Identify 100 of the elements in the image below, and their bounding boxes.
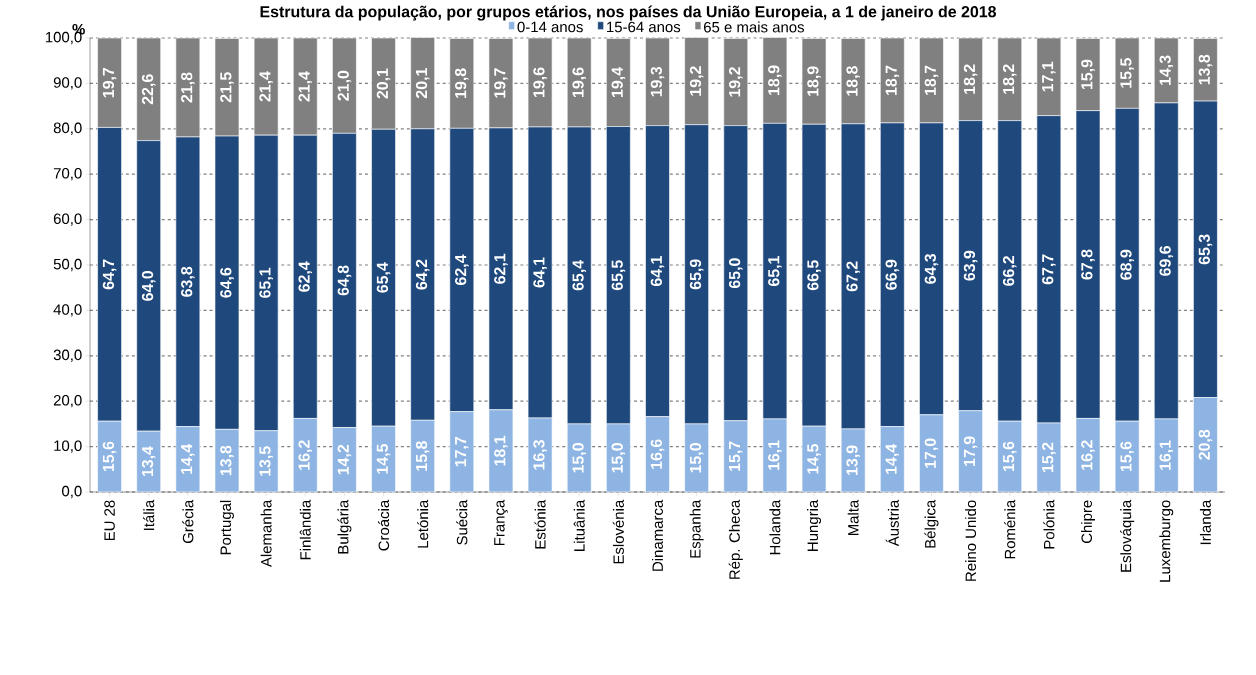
data-label: 13,9 (846, 445, 860, 475)
data-label: 63,9 (963, 250, 978, 281)
data-label: 13,8 (1198, 54, 1213, 85)
data-label: 20,8 (1198, 429, 1213, 460)
data-label: 66,2 (1002, 256, 1017, 286)
data-label: 19,7 (494, 68, 508, 98)
x-tick-label: EU 28 (104, 500, 115, 541)
y-tick-label: 60,0 (53, 213, 82, 226)
data-label: 15,6 (1002, 441, 1017, 472)
data-label: 15,6 (1120, 441, 1134, 472)
data-label: 66,5 (807, 260, 821, 291)
data-label: 65,3 (1198, 234, 1213, 265)
data-label: 15,0 (572, 443, 587, 473)
data-label: 18,2 (1002, 64, 1017, 94)
data-label: 21,0 (337, 70, 352, 101)
data-label: 18,7 (924, 65, 939, 95)
y-tick-label: 10,0 (54, 440, 82, 453)
x-tick-label: Bulgária (337, 499, 352, 554)
x-tick-label: Áustria (885, 499, 899, 547)
x-tick-label: Finlândia (299, 499, 311, 560)
data-label: 17,7 (455, 437, 469, 467)
x-tick-label: Polónia (1043, 499, 1055, 549)
data-label: 15,5 (1120, 58, 1134, 88)
legend-label: 0-14 anos (517, 21, 583, 33)
y-tick-label: 90,0 (53, 77, 82, 90)
x-tick-label: Letónia (417, 499, 429, 548)
data-label: 65,0 (728, 258, 743, 289)
data-label: 15,0 (689, 443, 704, 473)
data-label: 14,4 (181, 443, 195, 474)
data-label: 16,1 (1159, 440, 1174, 470)
x-tick-label: Estónia (534, 499, 546, 549)
x-tick-label: Croácia (377, 499, 390, 551)
data-label: 21,5 (220, 72, 234, 103)
data-label: 19,3 (650, 66, 665, 97)
data-label: 14,5 (807, 444, 821, 474)
y-tick-label: 70,0 (53, 168, 82, 181)
data-label: 13,4 (141, 446, 156, 477)
y-tick-label: 40,0 (53, 304, 82, 317)
x-tick-label: Irlanda (1199, 499, 1211, 545)
data-label: 15,0 (611, 443, 626, 473)
data-label: 19,6 (572, 67, 587, 97)
data-label: 65,1 (768, 256, 782, 287)
x-tick-label: Alemanha (260, 499, 272, 568)
data-label: 21,4 (259, 71, 273, 102)
data-label: 14,3 (1159, 55, 1174, 85)
y-tick-label: 50,0 (53, 258, 82, 272)
data-label: 64,1 (650, 256, 665, 287)
data-label: 64,7 (102, 259, 117, 290)
y-tick-label: 20,0 (53, 395, 82, 408)
data-label: 64,2 (415, 259, 430, 290)
data-label: 13,8 (220, 445, 234, 476)
data-label: 65,5 (611, 260, 626, 291)
data-label: 18,1 (494, 435, 508, 466)
data-label: 67,8 (1081, 249, 1095, 280)
x-tick-label: Eslováquia (1120, 499, 1135, 572)
data-label: 62,4 (455, 254, 469, 285)
data-label: 19,6 (533, 67, 547, 97)
y-tick-label: 0,0 (62, 485, 82, 499)
data-label: 18,7 (885, 65, 900, 95)
data-label: 18,9 (768, 65, 782, 95)
data-label: 19,7 (102, 67, 117, 98)
y-tick-label: 30,0 (53, 349, 82, 362)
data-label: 15,7 (729, 441, 743, 471)
data-label: 15,2 (1042, 442, 1056, 473)
data-label: 65,9 (689, 259, 704, 290)
data-label: 62,4 (298, 261, 313, 292)
x-tick-label: Bélgica (924, 499, 939, 548)
y-tick-label: 80,0 (53, 122, 82, 135)
data-label: 19,2 (728, 67, 743, 97)
data-label: 21,4 (298, 71, 313, 102)
data-label: 19,8 (455, 68, 469, 98)
x-tick-label: Espanha (689, 499, 704, 558)
legend-label: 65 e mais anos (704, 21, 805, 33)
data-label: 14,5 (376, 444, 391, 474)
data-label: 64,1 (533, 257, 547, 288)
x-tick-label: Malta (847, 499, 859, 536)
x-tick-label: Chipre (1081, 500, 1095, 544)
x-tick-label: Grécia (182, 499, 194, 544)
x-tick-label: Itália (143, 499, 155, 530)
data-label: 16,6 (650, 439, 665, 469)
data-label: 16,2 (298, 440, 313, 470)
x-tick-label: Portugal (220, 500, 234, 555)
data-label: 67,7 (1042, 254, 1056, 285)
data-label: 22,6 (141, 74, 156, 105)
data-label: 17,1 (1042, 61, 1056, 92)
data-label: 65,4 (572, 260, 587, 291)
data-label: 21,8 (181, 72, 195, 103)
data-label: 19,2 (689, 66, 704, 96)
data-label: 65,1 (259, 267, 273, 298)
x-tick-label: Holanda (769, 499, 781, 555)
chart-title: Estrutura da população, por grupos etários, nos países da União Europeia, a 1 de janeiro de 2018 (260, 5, 997, 21)
data-label: 69,6 (1159, 245, 1174, 276)
data-label: 15,9 (1081, 59, 1095, 90)
x-tick-label: França (494, 499, 508, 546)
data-label: 18,9 (807, 66, 821, 96)
data-label: 64,3 (924, 253, 939, 284)
data-label: 66,9 (885, 259, 900, 290)
x-tick-label: Luxemburgo (1159, 500, 1174, 582)
data-label: 63,8 (181, 266, 195, 297)
data-label: 68,9 (1120, 249, 1134, 280)
